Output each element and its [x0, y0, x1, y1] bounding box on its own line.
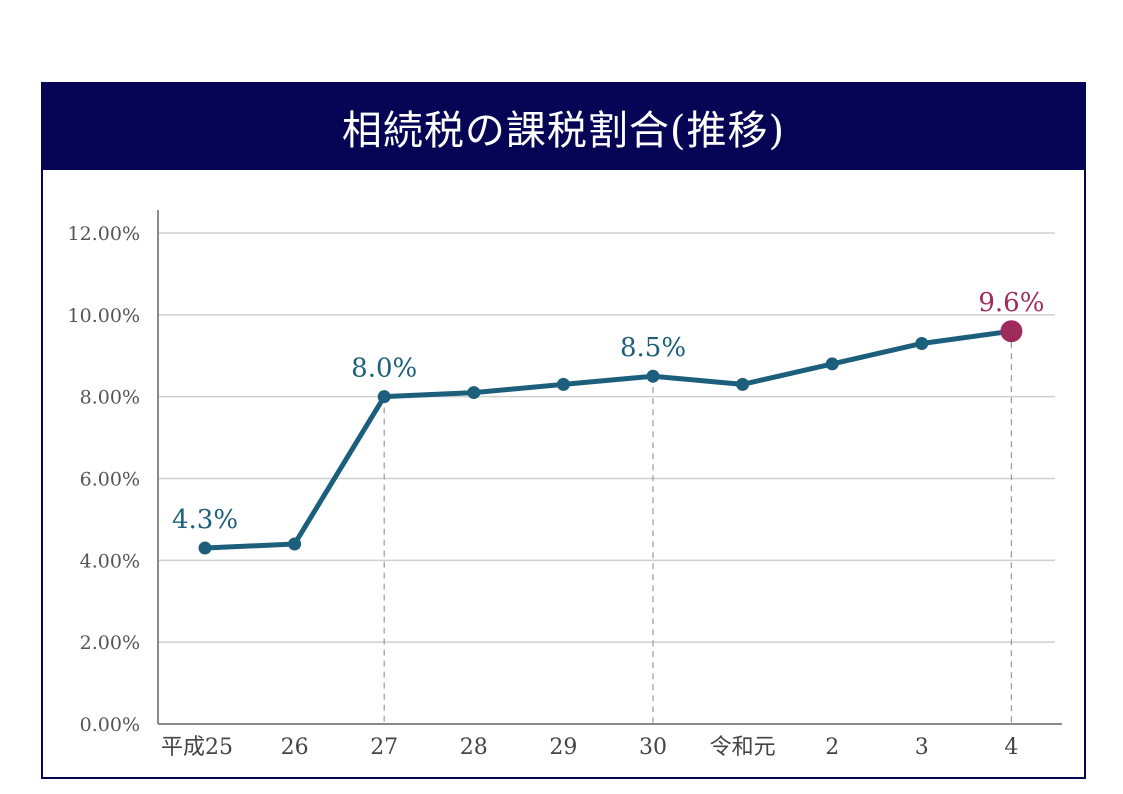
x-tick-label: 27 [370, 735, 398, 760]
x-tick-label: 4 [1004, 735, 1018, 760]
data-label: 4.3% [172, 505, 238, 535]
x-tick-label: 26 [281, 735, 309, 760]
y-tick-label: 8.00% [80, 387, 140, 409]
data-point [1000, 320, 1023, 343]
series-line [204, 328, 1012, 551]
data-point [467, 386, 481, 400]
data-point [915, 336, 929, 350]
x-tick-label: 令和元 [710, 735, 776, 760]
data-label: 8.0% [351, 354, 417, 384]
data-point [736, 377, 750, 391]
data-point [825, 357, 839, 371]
x-tick-label: 3 [915, 735, 929, 760]
data-point [646, 369, 660, 383]
y-tick-label: 0.00% [80, 714, 140, 736]
y-tick-label: 4.00% [80, 550, 140, 572]
y-tick-label: 12.00% [68, 223, 140, 245]
x-tick-label: 2 [825, 735, 839, 760]
data-label: 8.5% [620, 333, 686, 363]
y-tick-label: 2.00% [80, 632, 140, 654]
data-point [198, 541, 212, 555]
data-point [288, 537, 302, 551]
x-tick-label: 30 [639, 735, 667, 760]
x-tick-label: 平成25 [161, 735, 233, 760]
y-tick-label: 6.00% [80, 469, 140, 491]
chart-frame: 相続税の課税割合(推移) [41, 82, 1086, 779]
y-tick-label: 10.00% [68, 305, 140, 327]
x-tick-label: 29 [549, 735, 577, 760]
data-point [377, 390, 391, 404]
chart-title: 相続税の課税割合(推移) [43, 84, 1084, 170]
data-label: 9.6% [978, 288, 1044, 318]
data-point [556, 377, 570, 391]
x-tick-label: 28 [460, 735, 488, 760]
